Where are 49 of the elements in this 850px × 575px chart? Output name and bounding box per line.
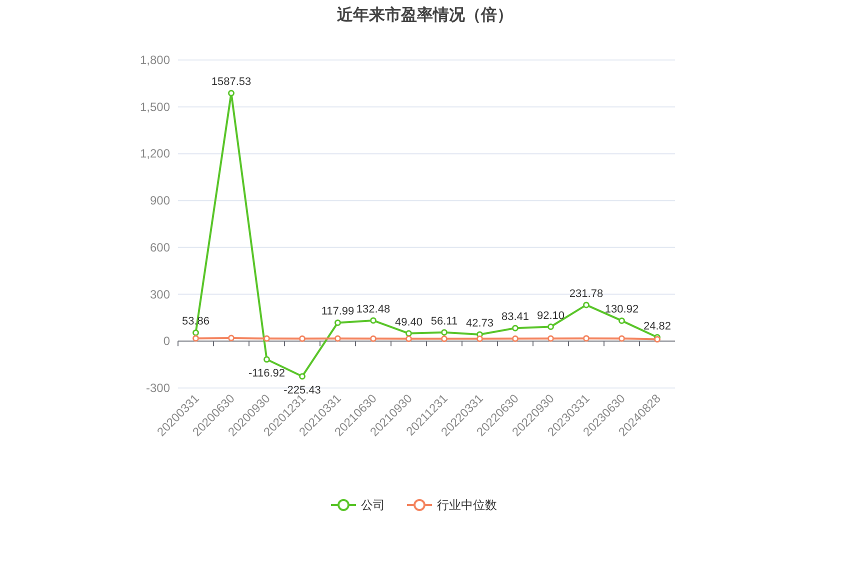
y-tick-label: 1,800 bbox=[140, 53, 170, 67]
y-tick-label: 0 bbox=[163, 334, 170, 348]
point bbox=[548, 335, 554, 342]
y-tick-label: -300 bbox=[146, 381, 170, 395]
point bbox=[334, 335, 341, 342]
data-label: 130.92 bbox=[604, 304, 639, 316]
legend-label: 公司 bbox=[361, 498, 385, 512]
data-label: 49.40 bbox=[394, 316, 423, 328]
data-label: 231.78 bbox=[569, 288, 604, 300]
point bbox=[548, 324, 554, 330]
y-tick-label: 1,500 bbox=[140, 100, 170, 114]
point bbox=[512, 335, 518, 342]
point bbox=[618, 317, 625, 324]
y-tick-label: 300 bbox=[150, 287, 170, 302]
point bbox=[406, 330, 412, 337]
data-label: 83.41 bbox=[501, 311, 530, 324]
point bbox=[583, 335, 590, 342]
point bbox=[370, 317, 376, 324]
point bbox=[441, 329, 448, 336]
data-label: -225.43 bbox=[284, 384, 321, 396]
data-label: 24.82 bbox=[643, 320, 672, 332]
point bbox=[299, 335, 306, 342]
point bbox=[192, 329, 199, 336]
point bbox=[228, 334, 234, 342]
point bbox=[476, 336, 483, 342]
y-tick-label: 1,200 bbox=[140, 146, 170, 161]
data-label: -116.92 bbox=[248, 367, 285, 380]
data-label: 56.11 bbox=[430, 315, 458, 328]
point bbox=[228, 90, 234, 96]
chart-title: 近年来市盈率情况（倍） bbox=[336, 5, 513, 24]
point bbox=[264, 335, 270, 342]
point bbox=[334, 319, 341, 326]
data-label: 42.73 bbox=[466, 317, 494, 330]
point bbox=[583, 302, 590, 308]
point bbox=[192, 335, 199, 342]
data-label: 117.99 bbox=[321, 306, 354, 318]
data-label: 92.10 bbox=[536, 310, 565, 322]
data-label: 132.48 bbox=[356, 303, 390, 316]
data-label: 1587.53 bbox=[211, 76, 252, 88]
point bbox=[299, 373, 306, 380]
point bbox=[370, 335, 376, 342]
point bbox=[264, 356, 270, 363]
point bbox=[406, 336, 412, 342]
point bbox=[441, 336, 448, 342]
y-tick-label: 600 bbox=[150, 240, 170, 254]
point bbox=[618, 335, 625, 342]
y-tick-label: 900 bbox=[150, 194, 170, 208]
point bbox=[512, 324, 518, 332]
legend-label: 行业中位数 bbox=[437, 498, 497, 512]
